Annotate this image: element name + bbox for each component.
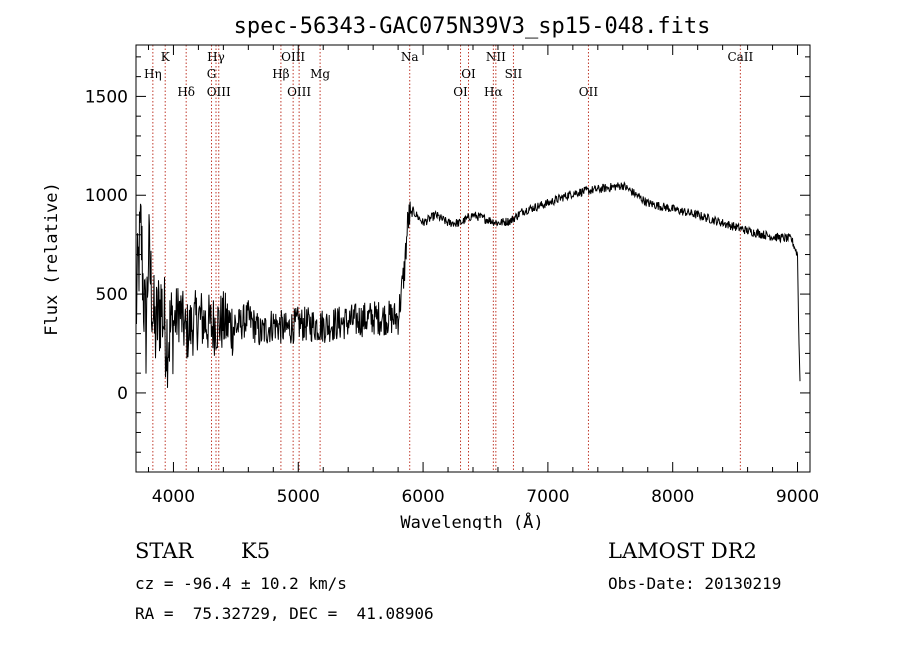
axis-tick-labels: 4000 5000 6000 7000 8000 9000 0 500 1000 1500: [85, 87, 819, 507]
plot-frame: [135, 44, 811, 473]
sky-coordinates: RA = 75.32729, DEC = 41.08906: [135, 604, 434, 623]
y-axis-label: Flux (relative): [42, 182, 62, 336]
spectral-line-label: Hα: [484, 85, 503, 99]
spectral-line-label: OII: [579, 85, 599, 99]
x-axis-label: Wavelength (Å): [400, 511, 543, 530]
spectral-line-label: Mg: [310, 67, 330, 81]
x-tick-label: 6000: [401, 487, 444, 507]
observation-date: Obs-Date: 20130219: [608, 574, 782, 593]
spectral-line-label: Hγ: [207, 50, 225, 64]
y-tick-label: 1000: [85, 186, 128, 206]
x-tick-label: 4000: [152, 487, 195, 507]
spectral-line-label: K: [161, 50, 171, 64]
chart-title: spec-56343-GAC075N39V3_sp15-048.fits: [234, 14, 711, 39]
spectrum-chart: spec-56343-GAC075N39V3_sp15-048.fits Hη K…: [42, 14, 819, 530]
spectral-line-label: Hδ: [177, 85, 195, 99]
y-tick-label: 0: [117, 384, 128, 404]
x-tick-label: 9000: [776, 487, 819, 507]
survey-name: LAMOST DR2: [608, 539, 757, 563]
spectral-line-label: CaII: [727, 50, 753, 64]
spectral-line-label: Hβ: [272, 67, 289, 81]
spectral-line-label: OIII: [281, 50, 305, 64]
spectral-line-label: G: [207, 67, 217, 81]
redshift-velocity: cz = -96.4 ± 10.2 km/s: [135, 574, 347, 593]
x-tick-label: 8000: [651, 487, 694, 507]
y-tick-label: 1500: [85, 87, 128, 107]
x-tick-label: 7000: [526, 487, 569, 507]
spectral-line-label: OIII: [287, 85, 311, 99]
spectral-line-label: SII: [505, 67, 523, 81]
axis-ticks: [136, 45, 810, 472]
spectral-line-label: OI: [453, 85, 468, 99]
spectral-line-label: Hη: [144, 67, 162, 81]
spectral-line-label: OI: [461, 67, 476, 81]
object-class: STAR: [135, 539, 194, 563]
spectral-line-label: OIII: [207, 85, 231, 99]
y-tick-label: 500: [96, 285, 128, 305]
spectrum-series-line: [135, 181, 801, 388]
spectral-line-label: NII: [486, 50, 506, 64]
x-tick-label: 5000: [277, 487, 320, 507]
spectral-line-label: Na: [401, 50, 419, 64]
spectral-subclass: K5: [241, 539, 271, 563]
